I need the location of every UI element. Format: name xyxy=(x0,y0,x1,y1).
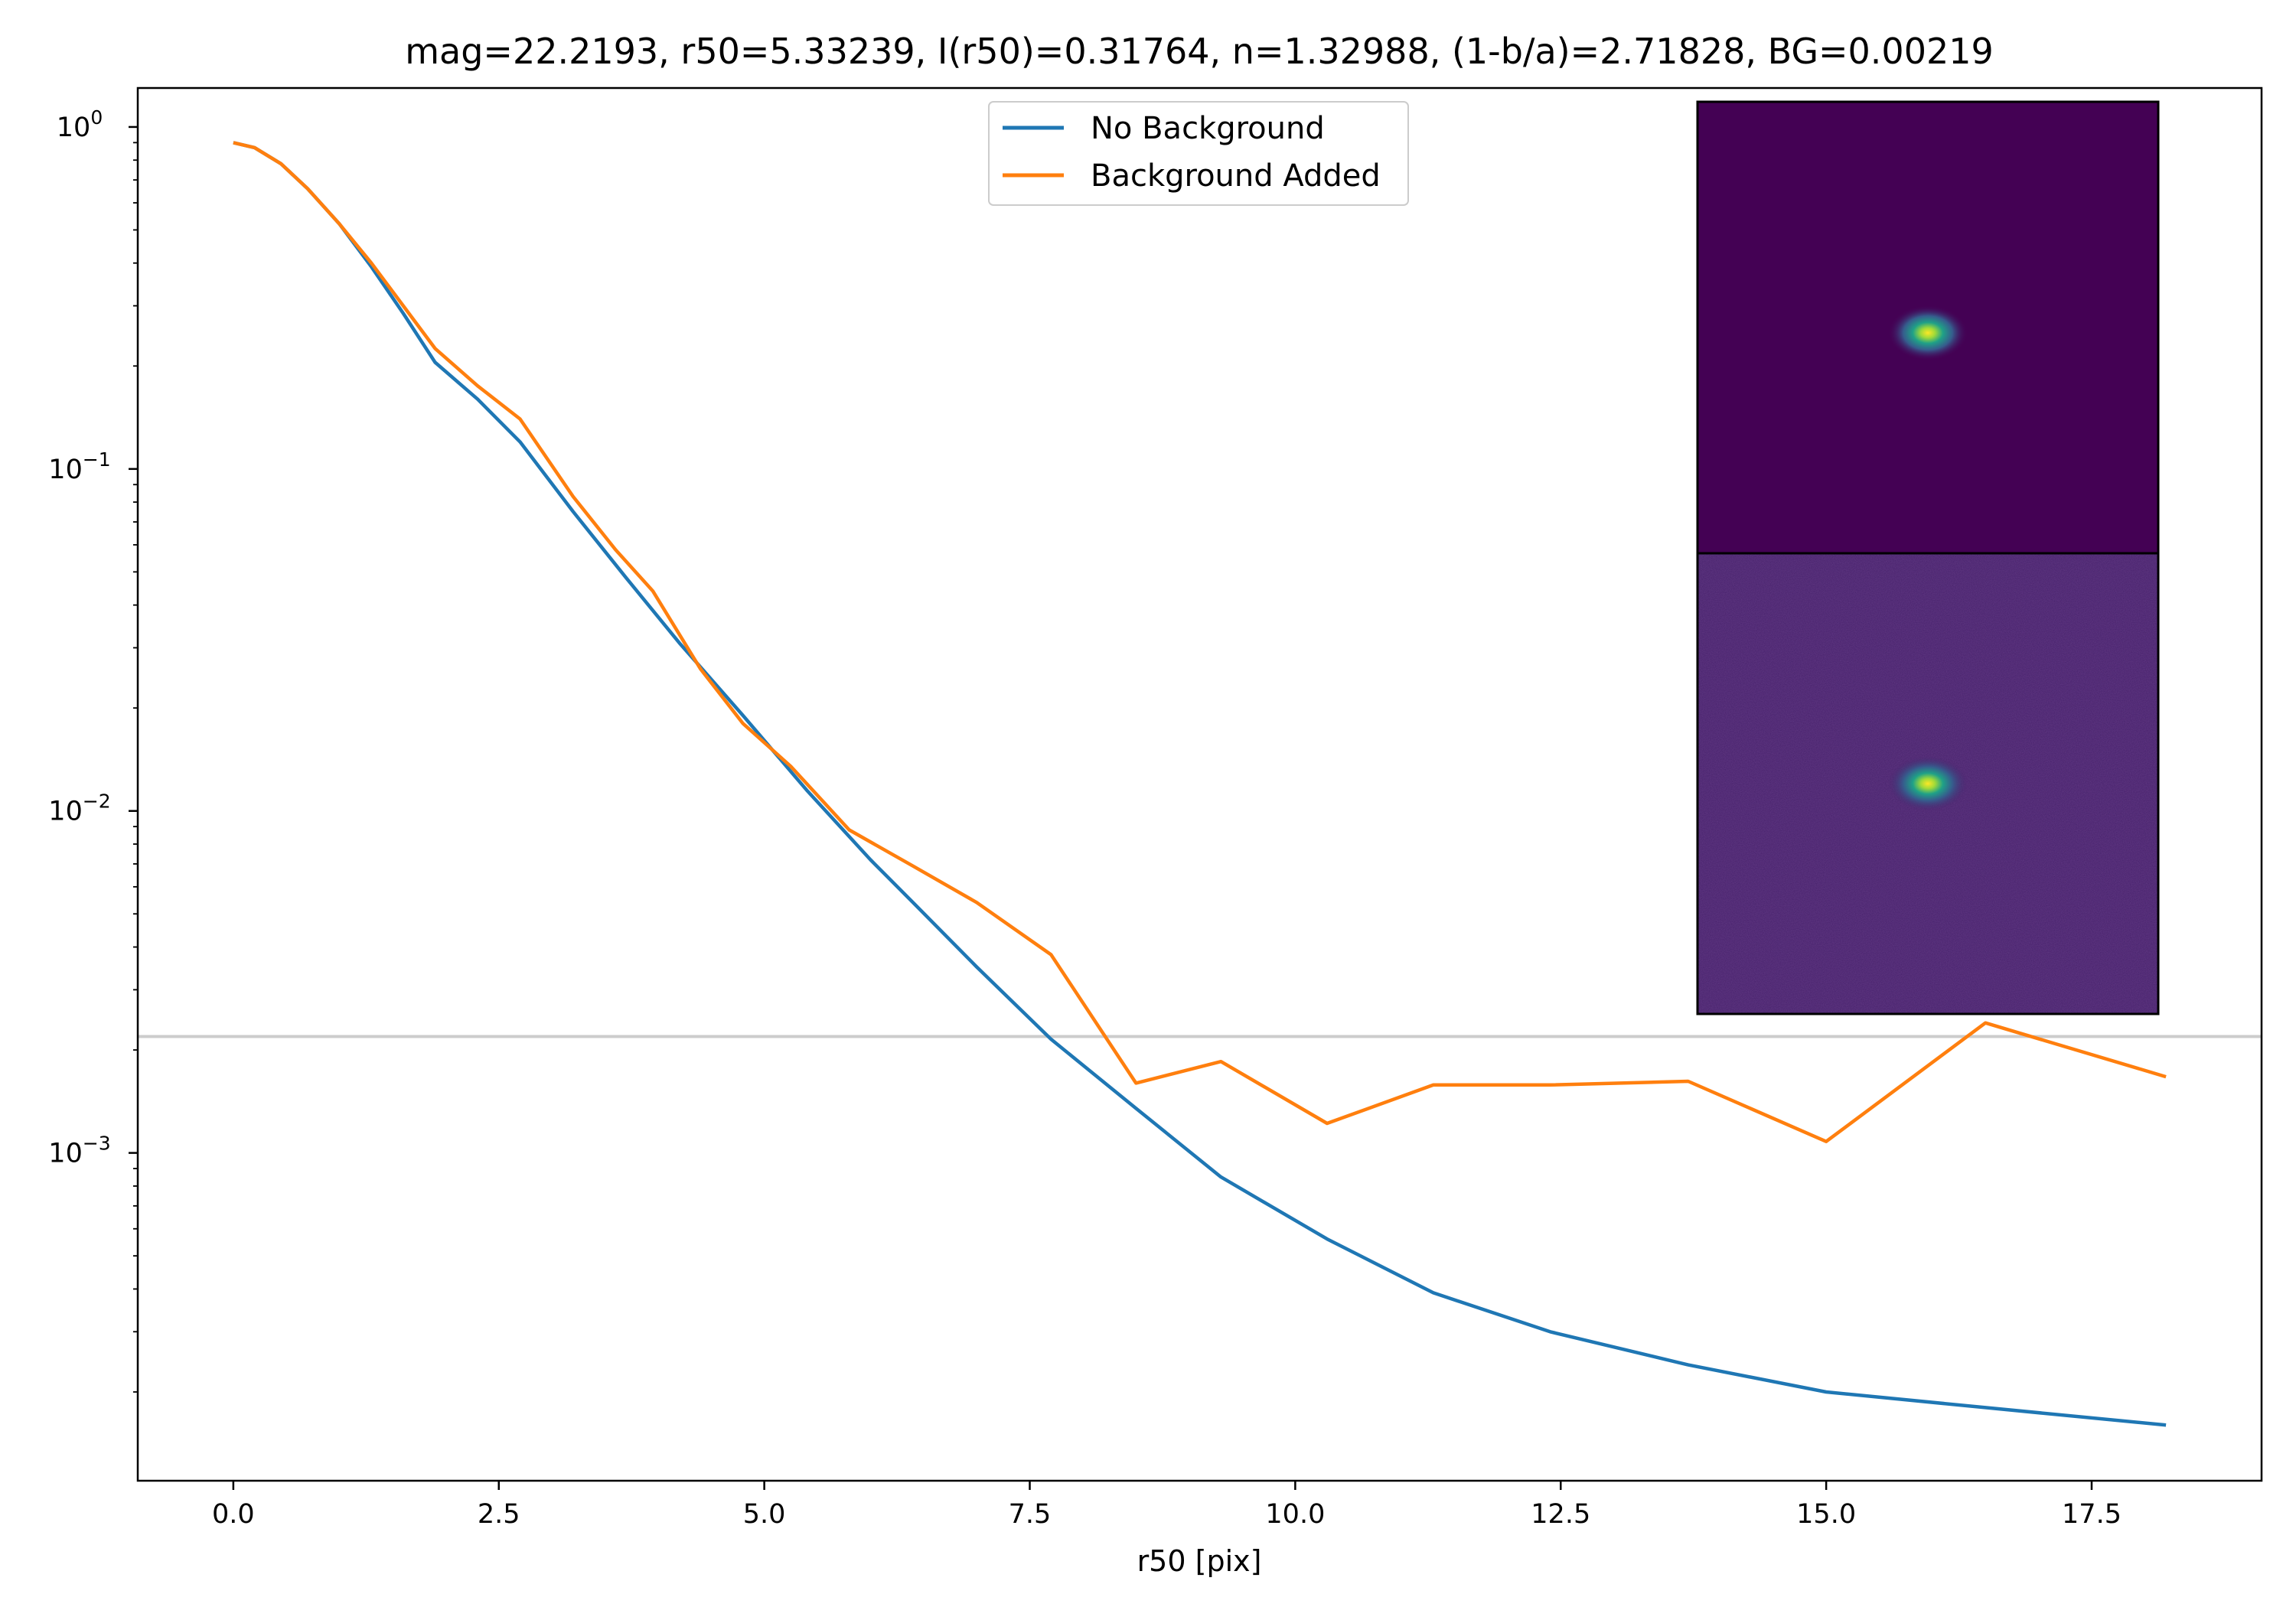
legend-label-background-added: Background Added xyxy=(1091,158,1381,194)
x-tick-label: 17.5 xyxy=(2062,1499,2122,1530)
galaxy-spot-icon xyxy=(1888,305,1968,360)
y-tick-label: 10−1 xyxy=(48,448,110,485)
series-line-background-added xyxy=(233,141,2167,1143)
y-tick-label: 100 xyxy=(57,106,103,143)
legend-label-no-background: No Background xyxy=(1091,111,1325,146)
x-tick-label: 5.0 xyxy=(743,1499,786,1530)
x-tick-label: 0.0 xyxy=(212,1499,255,1530)
x-tick-label: 7.5 xyxy=(1009,1499,1052,1530)
inset-frame xyxy=(1696,100,2160,1015)
y-tick-label: 10−3 xyxy=(48,1133,110,1169)
x-tick-label: 2.5 xyxy=(478,1499,520,1530)
y-axis: 100 10−1 10−2 10−3 xyxy=(48,106,138,1393)
legend-box xyxy=(988,101,1409,206)
x-axis-label: r50 [pix] xyxy=(1137,1544,1262,1578)
plot-frame xyxy=(136,86,2263,1482)
x-tick-label: 15.0 xyxy=(1796,1499,1856,1530)
legend: No Background Background Added xyxy=(988,101,1409,206)
galaxy-spot-icon xyxy=(1888,756,1968,811)
chart-title: mag=22.2193, r50=5.33239, I(r50)=0.31764… xyxy=(405,31,1994,72)
x-tick-label: 10.0 xyxy=(1265,1499,1325,1530)
inset-images xyxy=(1696,100,2160,1015)
x-tick-label: 12.5 xyxy=(1531,1499,1590,1530)
x-axis: 0.0 2.5 5.0 7.5 10.0 12.5 15.0 17.5 xyxy=(212,1481,2122,1530)
y-tick-label: 10−2 xyxy=(48,790,110,827)
